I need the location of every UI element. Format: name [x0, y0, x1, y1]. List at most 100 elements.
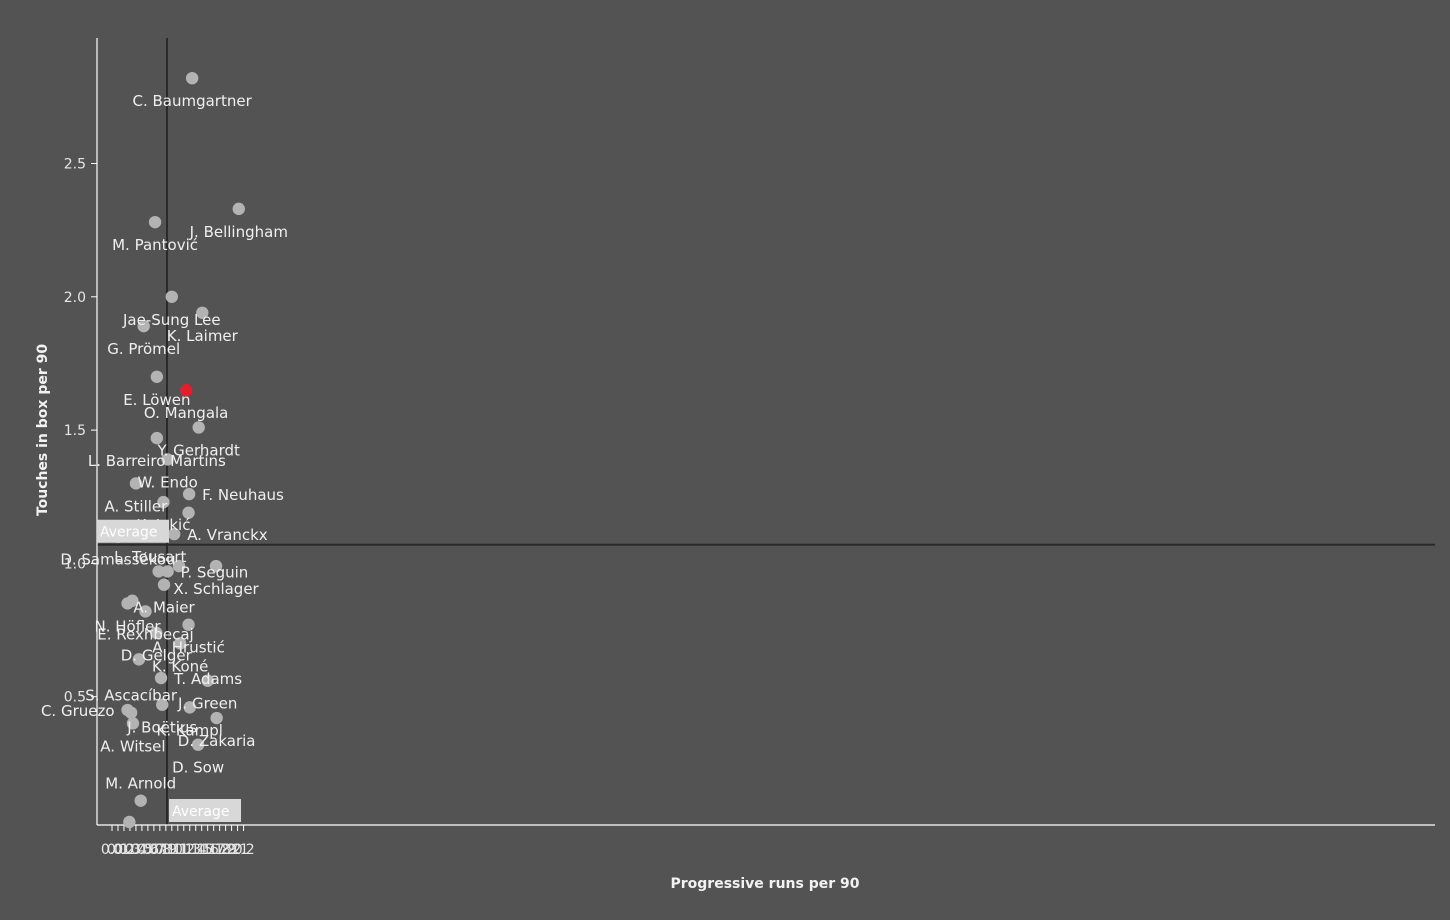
point-label: S. Ascacíbar: [85, 687, 178, 705]
data-point: [134, 794, 147, 807]
data-point: [232, 202, 245, 216]
x-tick-label: 2.1: [226, 842, 248, 858]
x-tick-label: 1.2: [173, 842, 195, 858]
point-label: Y. Gerhardt: [156, 441, 240, 459]
x-tick-label: 1.4: [185, 842, 207, 858]
point-label: Jae-Sung Lee: [122, 311, 221, 329]
x-tick-label: 1.6: [197, 842, 219, 858]
data-point: [210, 711, 223, 725]
point-label: A. Hrustić: [152, 639, 225, 657]
data-points: [111, 71, 245, 829]
data-point: [209, 559, 223, 573]
data-point: [161, 453, 174, 466]
point-label: K. Koné: [152, 657, 208, 675]
average-y-tag: Average: [100, 525, 158, 541]
average-x-tag-box: [169, 799, 242, 822]
y-tick-label: 1.5: [64, 423, 86, 439]
data-point: [173, 637, 187, 650]
point-label: L. Barreiro Martins: [88, 452, 226, 470]
data-point: [124, 706, 138, 719]
data-point: [123, 815, 136, 829]
x-tick-label: 0.4: [125, 842, 147, 858]
data-point: [182, 506, 195, 519]
point-label: W. Endo: [137, 473, 197, 491]
data-point: [165, 290, 178, 303]
point-label: E. Rexhbecaj: [97, 625, 193, 643]
data-point: [129, 477, 143, 490]
point-label: A. Vranckx: [187, 526, 268, 544]
point-label: L. Tousart: [114, 548, 186, 566]
x-tick-label: 0.3: [119, 842, 141, 858]
y-tick-label: 2.0: [64, 290, 86, 306]
point-label: J. Green: [177, 695, 237, 713]
point-label: K. Laimer: [167, 327, 239, 345]
y-tick-label: 0.5: [64, 690, 86, 706]
data-point: [150, 626, 163, 639]
data-point: [156, 698, 169, 711]
data-point: [150, 370, 164, 383]
data-point: [172, 559, 186, 573]
data-point: [132, 653, 146, 666]
point-label: D. Zakaria: [178, 732, 256, 750]
data-point: [157, 578, 171, 591]
x-tick-label: 1.1: [167, 842, 189, 858]
y-tick-label: 1.0: [64, 556, 86, 572]
point-label: O. Mangala: [144, 404, 228, 422]
data-point: [121, 597, 134, 610]
point-label: D. Samassékou: [60, 551, 175, 569]
point-label: J. Bellingham: [189, 223, 288, 241]
x-tick-label: 0.6: [137, 842, 159, 858]
data-point: [152, 565, 165, 578]
average-x-tag: Average: [172, 804, 230, 820]
point-label: G. Prömel: [107, 340, 180, 358]
data-point: [167, 527, 181, 541]
y-tick-label: 2.5: [64, 157, 86, 173]
x-tick-label: 2.2: [232, 842, 254, 858]
point-label: C. Baumgartner: [132, 92, 252, 110]
point-label: X. Schlager: [173, 580, 259, 598]
x-tick-label: 1.8: [209, 842, 231, 858]
data-point: [148, 215, 162, 229]
x-tick-label: 0.8: [149, 842, 171, 858]
point-label: N. Höfler: [95, 617, 162, 635]
data-point: [137, 319, 150, 333]
data-point: [192, 421, 205, 434]
average-y-tag-box: [97, 519, 169, 543]
data-point: [182, 618, 195, 631]
x-tick-label: 1.3: [179, 842, 201, 858]
data-point: [191, 738, 205, 751]
data-point: [201, 674, 214, 687]
y-axis-title: Touches in box per 90: [35, 344, 51, 516]
x-tick-label: 1.7: [203, 842, 225, 858]
average-lines: [97, 38, 1435, 825]
x-axis-title: Progressive runs per 90: [671, 876, 860, 892]
data-point: [182, 487, 196, 501]
axes: 0.00.10.20.30.40.50.60.70.80.91.01.11.21…: [64, 38, 1435, 858]
x-tick-label: 0.5: [131, 842, 153, 858]
point-label: F. Neuhaus: [202, 486, 284, 504]
point-label: C. Gruezo: [41, 702, 115, 720]
data-point: [185, 71, 199, 85]
point-label: M. Pantović: [112, 236, 198, 254]
x-tick-label: 1.5: [191, 842, 213, 858]
data-point: [183, 701, 196, 714]
average-tags: Average Average: [97, 519, 242, 822]
data-point: [157, 495, 170, 509]
data-point: [139, 605, 152, 618]
point-label: A. Maier: [133, 599, 195, 617]
point-label: T. Adams: [173, 670, 242, 688]
x-tick-label: 0.7: [143, 842, 165, 858]
data-point: [154, 671, 168, 685]
point-label: A. Stiller: [104, 497, 168, 515]
x-tick-label: 1.9: [214, 842, 236, 858]
data-point: [126, 717, 140, 730]
x-tick-label: 2.0: [220, 842, 242, 858]
point-label: D. Sow: [172, 759, 224, 777]
point-label: M. Arnold: [105, 775, 176, 793]
x-tick-label: 0.9: [155, 842, 177, 858]
point-label: K. Kampl: [157, 721, 223, 739]
point-label: D. Geiger: [121, 647, 193, 665]
